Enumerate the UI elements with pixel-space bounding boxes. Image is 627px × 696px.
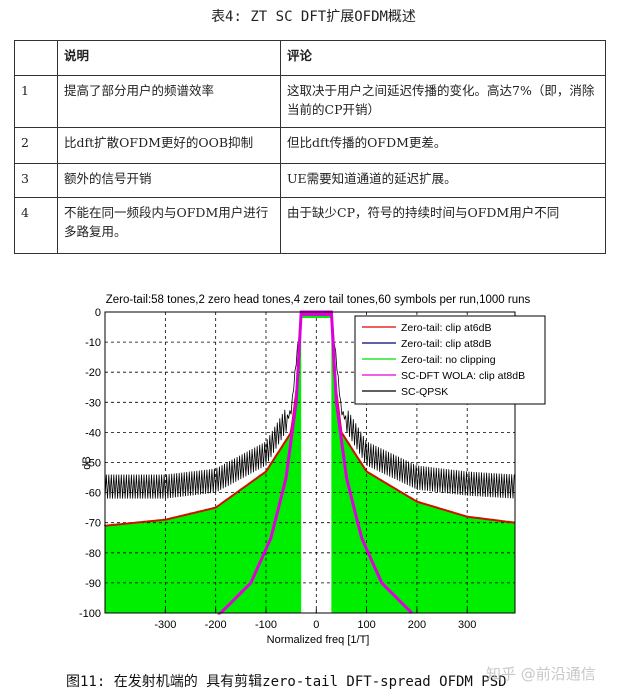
header-desc: 说明 <box>57 40 281 76</box>
y-tick-label: -60 <box>85 488 101 500</box>
plot-area: -300 -200 -100 0 100 200 300 0 -10 -20 -30 -40 -50 -6… <box>79 307 516 631</box>
table-header-row: 说明 评论 <box>14 40 606 76</box>
cell-comment: 这取决于用户之间延迟传播的变化。高达7%（即，消除当前的CP开销） <box>280 75 606 128</box>
cell-num: 1 <box>14 75 58 128</box>
figure-caption: 图11: 在发射机端的 具有剪辑zero-tail DFT-spread OFD… <box>66 674 507 690</box>
y-tick-label: -50 <box>85 458 101 470</box>
y-tick-label: -70 <box>85 518 101 530</box>
cell-num: 4 <box>14 197 58 254</box>
x-tick-label: 0 <box>313 619 319 631</box>
table-row: 3 额外的信号开销 UE需要知道通道的延迟扩展。 <box>14 163 606 198</box>
cell-desc: 额外的信号开销 <box>57 163 281 198</box>
x-tick-label: 200 <box>408 619 426 631</box>
x-tick-label: 100 <box>357 619 375 631</box>
legend-item: Zero-tail: clip at6dB <box>401 322 491 334</box>
header-num <box>14 40 58 76</box>
y-tick-label: 0 <box>95 307 101 319</box>
y-tick-label: -20 <box>85 367 101 379</box>
cell-desc: 提高了部分用户的频谱效率 <box>57 75 281 128</box>
table-row: 2 比dft扩散OFDM更好的OOB抑制 但比dft传播的OFDM更差。 <box>14 127 606 164</box>
y-tick-label: -30 <box>85 397 101 409</box>
y-tick-label: -100 <box>79 608 101 620</box>
psd-chart: Zero-tail:58 tones,2 zero head tones,4 z… <box>79 294 546 646</box>
table-title: 表4: ZT SC DFT扩展OFDM概述 <box>211 9 416 25</box>
x-tick-label: -200 <box>205 619 227 631</box>
y-tick-label: -90 <box>85 578 101 590</box>
legend: Zero-tail: clip at6dB Zero-tail: clip at8… <box>354 315 546 405</box>
table-row: 4 不能在同一频段内与OFDM用户进行多路复用。 由于缺少CP，符号的持续时间与… <box>14 197 606 254</box>
table-row: 1 提高了部分用户的频谱效率 这取决于用户之间延迟传播的变化。高达7%（即，消除… <box>14 75 606 128</box>
legend-item: Zero-tail: no clipping <box>401 354 496 366</box>
cell-comment: 但比dft传播的OFDM更差。 <box>280 127 606 164</box>
cell-comment: 由于缺少CP，符号的持续时间与OFDM用户不同 <box>280 197 606 254</box>
header-comment: 评论 <box>280 40 606 76</box>
cell-num: 2 <box>14 127 58 164</box>
legend-item: SC-QPSK <box>401 386 448 398</box>
summary-table: 说明 评论 1 提高了部分用户的频谱效率 这取决于用户之间延迟传播的变化。高达7… <box>14 40 606 254</box>
y-tick-label: -80 <box>85 548 101 560</box>
cell-num: 3 <box>14 163 58 198</box>
x-axis-label: Normalized freq [1/T] <box>267 634 370 646</box>
y-tick-label: -10 <box>85 337 101 349</box>
legend-item: SC-DFT WOLA: clip at8dB <box>401 370 525 382</box>
x-tick-label: 300 <box>458 619 476 631</box>
y-axis-label: dB <box>81 456 93 469</box>
watermark: 知乎 @前沿通信 <box>486 665 596 683</box>
legend-item: Zero-tail: clip at8dB <box>401 338 491 350</box>
cell-desc: 比dft扩散OFDM更好的OOB抑制 <box>57 127 281 164</box>
cell-comment: UE需要知道通道的延迟扩展。 <box>280 163 606 198</box>
cell-desc: 不能在同一频段内与OFDM用户进行多路复用。 <box>57 197 281 254</box>
y-tick-label: -40 <box>85 427 101 439</box>
x-tick-label: -300 <box>154 619 176 631</box>
x-tick-label: -100 <box>255 619 277 631</box>
chart-title: Zero-tail:58 tones,2 zero head tones,4 z… <box>106 294 531 306</box>
